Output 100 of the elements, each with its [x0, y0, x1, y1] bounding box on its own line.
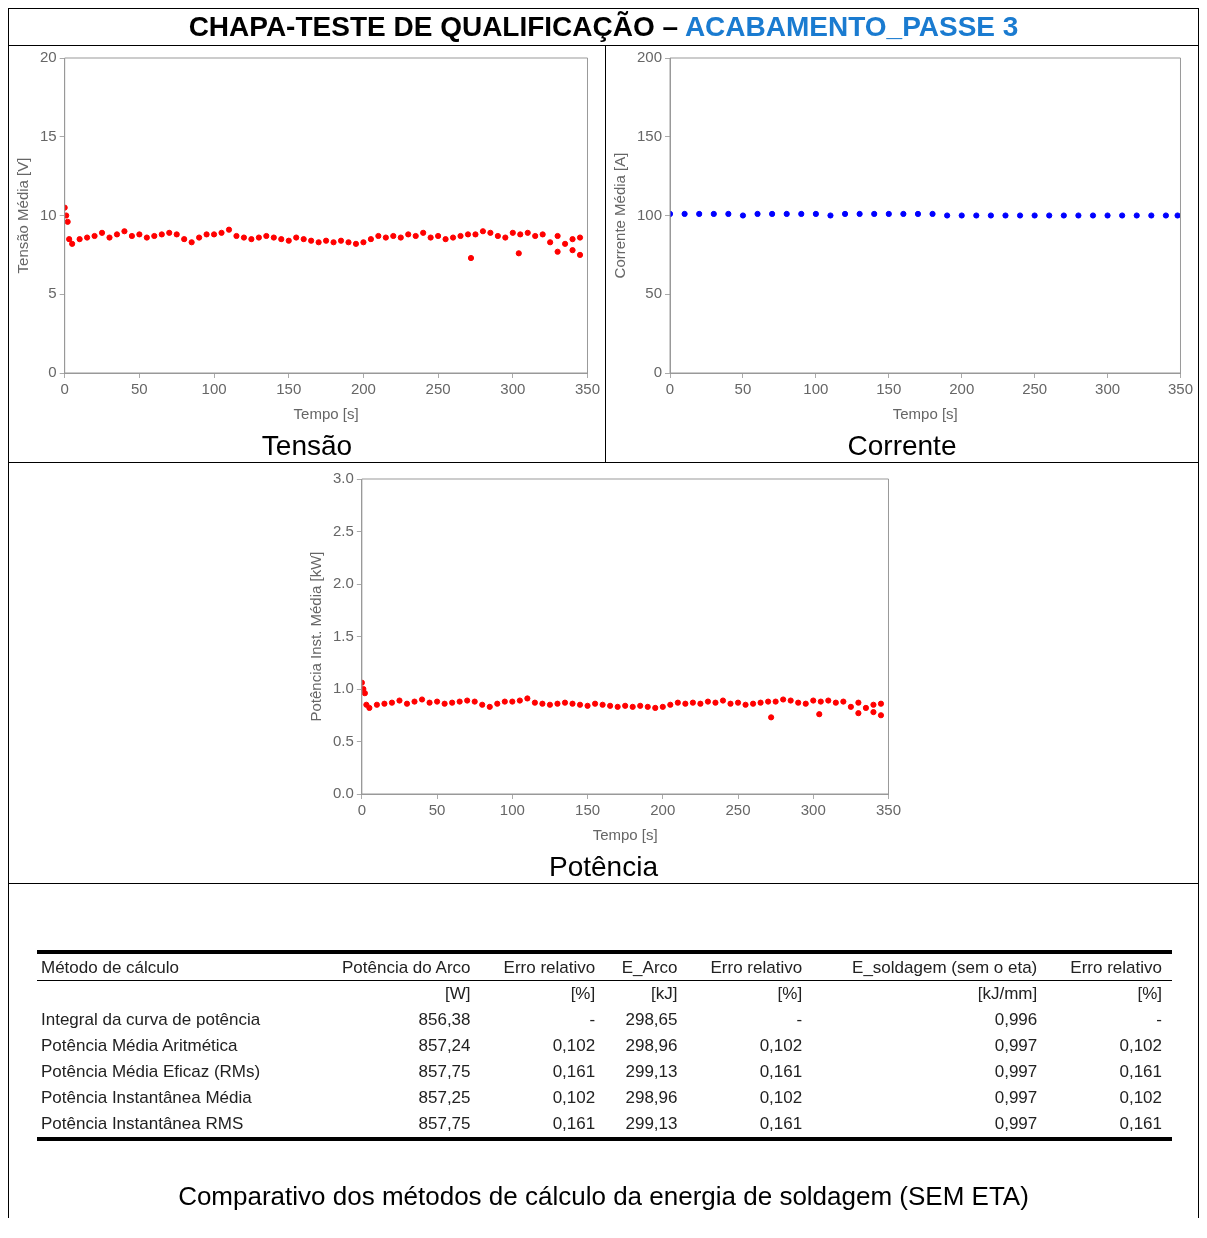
x-tick-label: 250 — [425, 380, 451, 398]
text: Comparativo dos métodos de cálculo da energia de soldagem (SEM ETA) — [177, 1181, 1030, 1213]
y-tick-label: 150 — [637, 126, 663, 144]
text: [%] — [777, 984, 803, 1003]
text: 0,102 — [759, 1088, 803, 1107]
text: Potência Média Eficaz (RMs) — [41, 1062, 261, 1081]
text: 857,25 — [418, 1088, 471, 1107]
x-tick-label: 0 — [665, 380, 675, 398]
text: 0,102 — [1119, 1088, 1162, 1107]
x-tick-label: 150 — [574, 801, 600, 819]
text: Potência Instantânea Média — [41, 1088, 252, 1107]
text: Corrente — [846, 430, 958, 462]
text: [kJ/mm] — [977, 984, 1038, 1003]
category-label: Erro relativo — [502, 957, 597, 979]
category-label: E_soldagem (sem o eta) — [851, 957, 1039, 979]
y-tick-label: 15 — [40, 126, 57, 144]
y-tick-label: 100 — [637, 205, 663, 223]
y-tick-label: 50 — [645, 284, 663, 302]
text: Potência Média Aritmética — [41, 1036, 238, 1055]
y-axis-title: Potência Inst. Média [kW] — [306, 551, 324, 722]
x-tick-label: 300 — [500, 380, 526, 398]
text: 0,102 — [552, 1036, 596, 1055]
text: 856,38 — [418, 1010, 471, 1029]
text: 298,96 — [625, 1036, 678, 1055]
x-axis-title: Tempo [s] — [293, 405, 359, 423]
text: 299,13 — [625, 1062, 678, 1081]
text: Potência — [548, 851, 659, 883]
x-tick-label: 350 — [574, 380, 600, 398]
text: 298,65 — [625, 1010, 678, 1029]
x-tick-label: 250 — [725, 801, 751, 819]
text: - — [1156, 1010, 1162, 1029]
text: [%] — [1137, 984, 1162, 1003]
x-tick-label: 200 — [350, 380, 376, 398]
text: 0,997 — [994, 1114, 1038, 1133]
x-tick-label: 350 — [1167, 380, 1193, 398]
text: 299,13 — [625, 1114, 678, 1133]
y-tick-label: 200 — [637, 48, 663, 66]
text: 0,997 — [994, 1088, 1038, 1107]
x-tick-label: 100 — [499, 801, 525, 819]
text: ACABAMENTO_PASSE 3 — [684, 11, 1019, 42]
x-tick-label: 300 — [800, 801, 826, 819]
text: 0,161 — [552, 1062, 596, 1081]
y-tick-label: 1.0 — [332, 679, 354, 697]
text: [kJ] — [651, 984, 678, 1003]
y-tick-label: 5 — [48, 284, 57, 302]
text: Integral da curva de potência — [41, 1010, 261, 1029]
y-axis-title: Corrente Média [A] — [611, 152, 629, 279]
text: Tensão — [260, 430, 354, 462]
x-tick-label: 350 — [875, 801, 901, 819]
text: 0,102 — [1119, 1036, 1162, 1055]
x-tick-label: 50 — [734, 380, 752, 398]
y-tick-label: 2.5 — [332, 521, 354, 539]
x-axis-title: Tempo [s] — [892, 405, 958, 423]
text: 0,161 — [759, 1114, 803, 1133]
x-axis-title: Tempo [s] — [592, 826, 658, 844]
category-label: Método de cálculo — [40, 957, 180, 979]
y-tick-label: 0.0 — [332, 784, 354, 802]
x-tick-label: 100 — [803, 380, 829, 398]
text: 857,75 — [418, 1114, 471, 1133]
text: - — [796, 1010, 803, 1029]
x-tick-label: 150 — [276, 380, 302, 398]
text: 0,161 — [552, 1114, 596, 1133]
x-tick-label: 200 — [949, 380, 975, 398]
text: 0,161 — [1119, 1114, 1162, 1133]
text: 0,102 — [552, 1088, 596, 1107]
text: Potência Instantânea RMS — [41, 1114, 244, 1133]
y-tick-label: 1.5 — [332, 626, 354, 644]
text: 0,161 — [1119, 1062, 1162, 1081]
x-tick-label: 150 — [876, 380, 902, 398]
x-tick-label: 250 — [1022, 380, 1048, 398]
x-tick-label: 300 — [1095, 380, 1121, 398]
y-axis-title: Tensão Média [V] — [14, 157, 32, 274]
category-label: Erro relativo — [709, 957, 804, 979]
text: 298,96 — [625, 1088, 678, 1107]
text: 857,75 — [418, 1062, 471, 1081]
category-label: E_Arco — [620, 957, 679, 979]
text: 0,102 — [759, 1036, 803, 1055]
category-label: Potência do Arco — [341, 957, 472, 979]
x-tick-label: 100 — [201, 380, 227, 398]
x-tick-label: 50 — [131, 380, 148, 398]
x-tick-label: 50 — [428, 801, 445, 819]
text: [W] — [445, 984, 471, 1003]
x-tick-label: 0 — [357, 801, 366, 819]
y-tick-label: 10 — [40, 205, 57, 223]
y-tick-label: 2.0 — [332, 574, 354, 592]
text: - — [589, 1010, 596, 1029]
y-tick-label: 0 — [653, 363, 663, 381]
category-label: Erro relativo — [1069, 957, 1163, 979]
y-tick-label: 0 — [48, 363, 57, 381]
text: 0,996 — [994, 1010, 1038, 1029]
x-tick-label: 0 — [60, 380, 69, 398]
text: 857,24 — [418, 1036, 471, 1055]
text: [%] — [570, 984, 596, 1003]
text: 0,161 — [759, 1062, 803, 1081]
text: CHAPA-TESTE DE QUALIFICAÇÃO – — [188, 11, 680, 42]
y-tick-label: 0.5 — [332, 731, 354, 749]
text: 0,997 — [994, 1062, 1038, 1081]
text: 0,997 — [994, 1036, 1038, 1055]
y-tick-label: 3.0 — [332, 469, 354, 487]
y-tick-label: 20 — [40, 48, 57, 66]
